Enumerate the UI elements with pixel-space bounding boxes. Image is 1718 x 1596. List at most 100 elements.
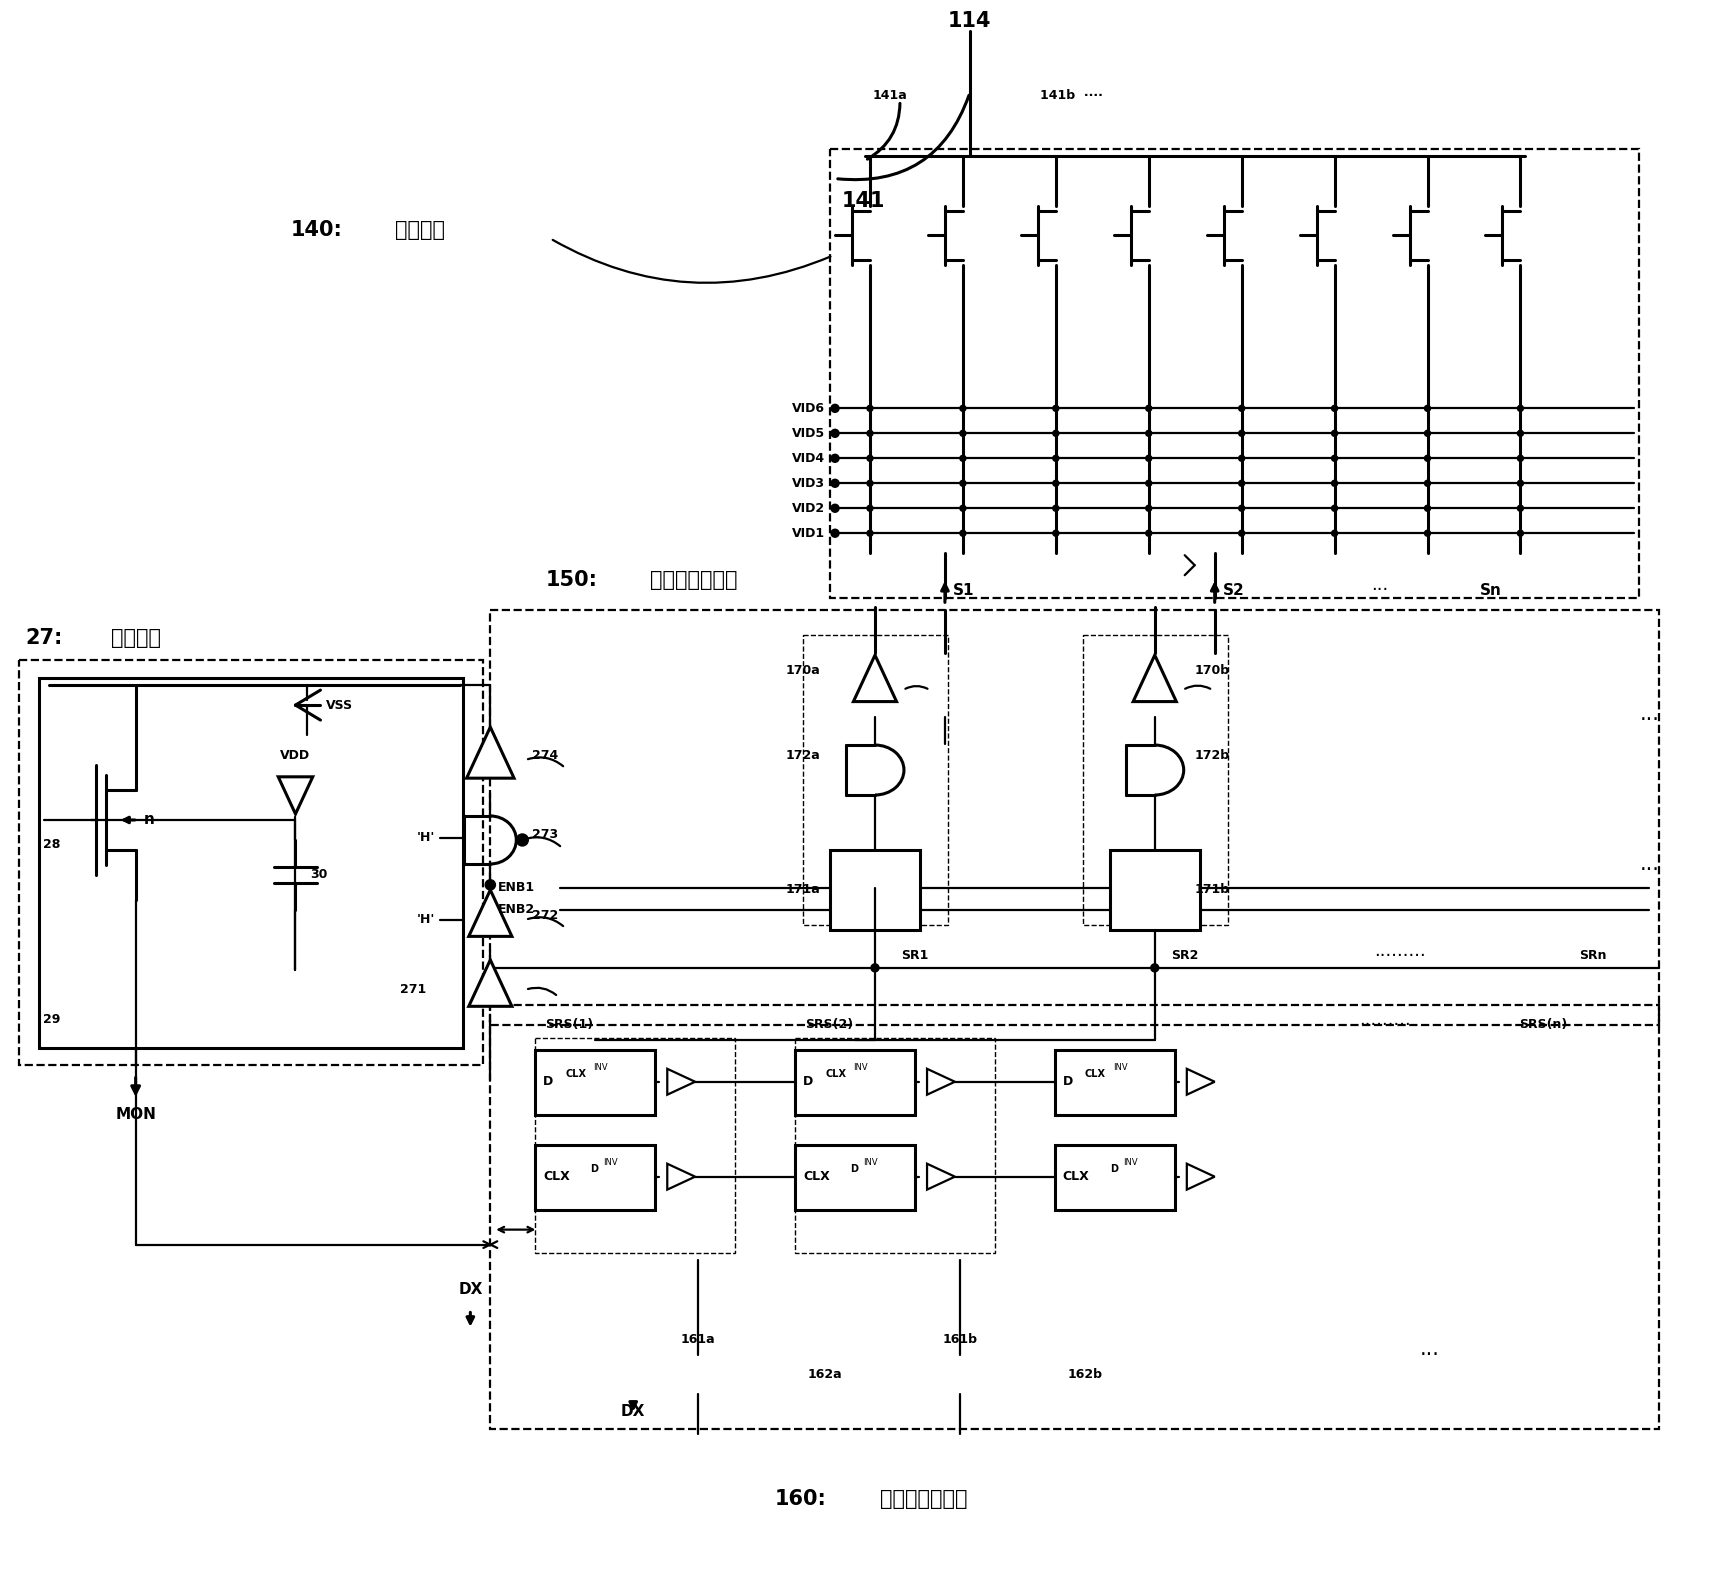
Circle shape <box>960 455 966 461</box>
Text: ENB1: ENB1 <box>498 881 536 894</box>
Polygon shape <box>1187 1163 1215 1189</box>
Circle shape <box>517 835 529 846</box>
Text: Sn: Sn <box>1479 583 1502 597</box>
Text: 171a: 171a <box>785 884 819 897</box>
Text: D: D <box>543 1076 553 1088</box>
Circle shape <box>1517 506 1524 511</box>
Text: 29: 29 <box>43 1013 60 1026</box>
Text: ···: ··· <box>1639 860 1660 879</box>
Text: 170a: 170a <box>785 664 819 677</box>
Polygon shape <box>469 959 512 1007</box>
Text: VID2: VID2 <box>792 501 825 516</box>
Text: 虚设电路: 虚设电路 <box>110 629 161 648</box>
Text: 双向移位寄存器: 双向移位寄存器 <box>880 1489 967 1510</box>
Circle shape <box>1424 506 1431 511</box>
Text: 172b: 172b <box>1194 749 1230 761</box>
Text: 数据线驱动电路: 数据线驱动电路 <box>649 570 737 591</box>
Bar <box>536 1050 655 1114</box>
Circle shape <box>868 506 873 511</box>
Circle shape <box>1239 530 1244 536</box>
Circle shape <box>1146 530 1151 536</box>
Text: ·········: ········· <box>1374 946 1426 966</box>
Circle shape <box>1146 431 1151 436</box>
Circle shape <box>1146 405 1151 412</box>
Circle shape <box>868 480 873 487</box>
Circle shape <box>1424 405 1431 412</box>
Text: DX: DX <box>459 1282 483 1298</box>
Polygon shape <box>278 777 313 814</box>
Polygon shape <box>667 1163 696 1189</box>
Bar <box>1082 635 1228 926</box>
Circle shape <box>1151 964 1158 972</box>
Bar <box>830 148 1639 598</box>
Text: ENB2: ENB2 <box>498 903 536 916</box>
Circle shape <box>1146 506 1151 511</box>
Text: VSS: VSS <box>325 699 352 712</box>
Circle shape <box>1239 455 1244 461</box>
Text: 272: 272 <box>533 910 558 922</box>
Circle shape <box>1146 480 1151 487</box>
Text: 161a: 161a <box>680 1333 715 1345</box>
Text: ·········: ········· <box>1359 1015 1410 1034</box>
Text: 'H': 'H' <box>417 832 435 844</box>
Circle shape <box>960 506 966 511</box>
Text: SRS(1): SRS(1) <box>545 1018 593 1031</box>
Text: CLX: CLX <box>565 1069 586 1079</box>
Bar <box>490 610 1660 1025</box>
Circle shape <box>1053 480 1058 487</box>
Bar <box>490 1005 1660 1430</box>
Circle shape <box>832 479 838 487</box>
Text: 27:: 27: <box>26 629 64 648</box>
Text: D: D <box>802 1076 813 1088</box>
Circle shape <box>960 530 966 536</box>
Circle shape <box>1239 506 1244 511</box>
Bar <box>536 1037 735 1253</box>
Polygon shape <box>469 891 512 937</box>
Bar <box>795 1037 995 1253</box>
Text: 274: 274 <box>533 749 558 761</box>
Text: INV: INV <box>854 1063 868 1073</box>
Text: SR1: SR1 <box>902 950 929 962</box>
Circle shape <box>832 455 838 463</box>
Text: SR2: SR2 <box>1172 950 1199 962</box>
Text: D: D <box>1063 1076 1074 1088</box>
Circle shape <box>1424 455 1431 461</box>
Text: 162b: 162b <box>1067 1368 1103 1381</box>
Circle shape <box>1239 431 1244 436</box>
Circle shape <box>1424 431 1431 436</box>
Polygon shape <box>928 1069 955 1095</box>
Text: 141b  ····: 141b ···· <box>1039 89 1103 102</box>
Text: 28: 28 <box>43 838 60 851</box>
Text: n: n <box>144 812 155 827</box>
Circle shape <box>960 480 966 487</box>
Circle shape <box>1331 455 1338 461</box>
Text: 'H': 'H' <box>417 913 435 926</box>
Text: INV: INV <box>1113 1063 1127 1073</box>
Circle shape <box>1053 405 1058 412</box>
Text: 172a: 172a <box>785 749 819 761</box>
Circle shape <box>960 431 966 436</box>
Bar <box>1055 1050 1175 1114</box>
Text: CLX: CLX <box>1084 1069 1106 1079</box>
Text: SRS(n): SRS(n) <box>1519 1018 1567 1031</box>
Bar <box>1055 1144 1175 1210</box>
Text: 30: 30 <box>311 868 328 881</box>
Text: SRS(2): SRS(2) <box>806 1018 854 1031</box>
Text: VID5: VID5 <box>792 426 825 440</box>
Text: D: D <box>1110 1163 1118 1173</box>
Circle shape <box>1053 506 1058 511</box>
Bar <box>19 661 483 1065</box>
Circle shape <box>832 504 838 512</box>
Circle shape <box>868 455 873 461</box>
Text: VID6: VID6 <box>792 402 825 415</box>
Circle shape <box>1239 405 1244 412</box>
Text: 114: 114 <box>948 11 991 30</box>
Text: 162a: 162a <box>807 1368 842 1381</box>
Circle shape <box>1331 506 1338 511</box>
Text: MON: MON <box>115 1108 156 1122</box>
Polygon shape <box>1187 1069 1215 1095</box>
Text: D: D <box>591 1163 598 1173</box>
Bar <box>802 635 948 926</box>
Text: DX: DX <box>620 1404 646 1419</box>
Polygon shape <box>667 1069 696 1095</box>
